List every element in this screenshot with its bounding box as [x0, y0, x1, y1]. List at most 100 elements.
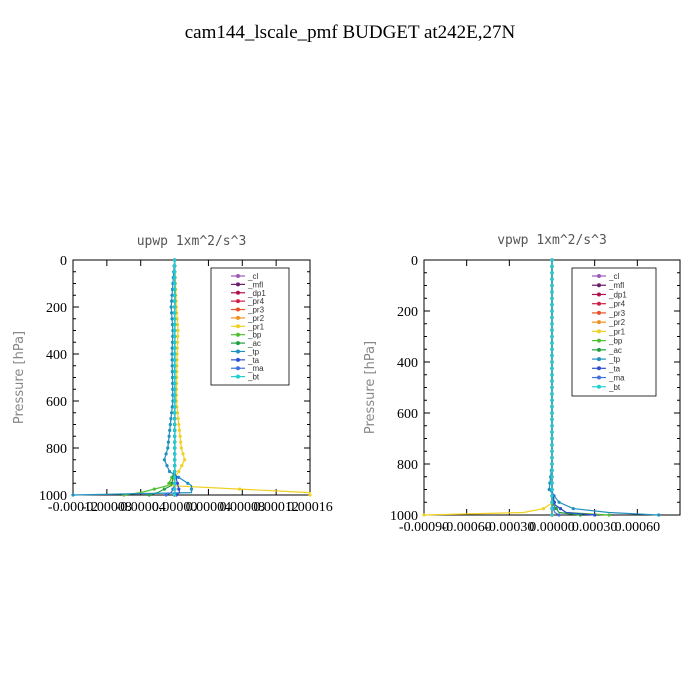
legend-label: _pr4 [247, 297, 265, 306]
y-tick-label: 600 [397, 407, 418, 422]
series-point-tp [170, 293, 174, 297]
series-point-tp [170, 311, 174, 315]
series-point-ac [147, 493, 151, 497]
series-point-bt [550, 417, 554, 421]
x-tick-label: -0.00012 [48, 500, 98, 515]
series-point-pr1 [238, 487, 242, 491]
series-point-pr1 [422, 513, 426, 517]
series-point-bt [173, 464, 177, 468]
series-point-tp [167, 434, 171, 438]
legend-label: _bp [247, 331, 262, 340]
legend-marker [236, 332, 240, 337]
series-point-bt [173, 258, 177, 262]
series-point-bt [550, 462, 554, 466]
series-point-bt [550, 258, 554, 262]
series-point-pr1 [183, 458, 187, 462]
series-point-tp [166, 440, 170, 444]
series-point-bt [173, 364, 177, 368]
series-point-tp [71, 493, 75, 497]
series-point-bt [550, 475, 554, 479]
legend-label: _ac [247, 339, 261, 348]
series-point-bt [173, 434, 177, 438]
series-point-tp [170, 346, 174, 350]
series-point-bt [550, 513, 554, 517]
legend-marker [236, 307, 240, 312]
series-point-bt [173, 399, 177, 403]
legend-label: _dp1 [608, 290, 627, 299]
series-point-pr1 [175, 346, 179, 350]
series-point-pr1 [177, 428, 181, 432]
legend-marker [236, 341, 240, 346]
x-tick-label: 0.00016 [287, 500, 333, 515]
legend-marker [597, 320, 601, 325]
series-point-tp [169, 417, 173, 421]
series-point-pr1 [175, 358, 179, 362]
legend-marker [597, 301, 601, 306]
series-point-bt [550, 347, 554, 351]
legend-marker [236, 290, 240, 295]
series-point-bt [173, 375, 177, 380]
legend-label: _pr1 [608, 327, 626, 336]
series-point-bt [550, 392, 554, 396]
series-point-bt [173, 446, 177, 450]
series-point-pr1 [175, 352, 179, 356]
series-point-bt [550, 379, 554, 383]
series-point-pr1 [175, 340, 180, 344]
series-point-bt [173, 270, 177, 274]
x-tick-label: -0.00060 [442, 520, 492, 535]
series-point-bt [550, 322, 554, 326]
series-point-bt [550, 456, 554, 460]
y-tick-label: 400 [46, 348, 67, 363]
series-point-tp [170, 299, 174, 303]
series-point-bt [173, 452, 177, 456]
legend-label: _mfl [608, 281, 624, 290]
y-tick-label: 800 [46, 442, 67, 457]
series-point-ac [162, 487, 166, 491]
legend-label: _pr2 [608, 318, 626, 327]
series-point-bt [173, 428, 177, 432]
legend-marker [236, 324, 240, 329]
series-point-ma [164, 493, 168, 497]
x-tick-label: -0.00090 [399, 520, 449, 535]
series-point-tp [170, 352, 174, 356]
series-point-tp [170, 411, 174, 415]
y-tick-label: 600 [46, 395, 67, 410]
series-point-bt [550, 264, 554, 268]
series-point-ta [593, 513, 597, 517]
series-point-bt [173, 370, 177, 374]
y-tick-label: 1000 [390, 509, 418, 524]
series-point-bt [173, 358, 177, 362]
series-point-bt [173, 281, 177, 286]
series-point-bt [550, 277, 554, 281]
series-point-bt [550, 424, 554, 428]
series-point-bt [173, 340, 177, 344]
series-point-tp [166, 446, 170, 450]
series-point-bt [173, 276, 177, 280]
series-point-ta [558, 507, 563, 511]
legend-marker [236, 315, 240, 320]
plot-title: upwp 1xm^2/s^3 [137, 234, 247, 249]
legend-marker [597, 292, 601, 297]
series-point-bt [550, 443, 554, 447]
series-line-pr1 [423, 260, 555, 516]
legend-marker [597, 357, 601, 362]
series-point-bt [173, 381, 177, 385]
legend-marker [597, 347, 601, 352]
legend-box [571, 267, 657, 397]
series-point-bt [550, 398, 554, 402]
series-point-bt [550, 430, 554, 434]
series-line-bp [123, 260, 176, 496]
legend-marker [236, 374, 240, 379]
series-point-bt [173, 305, 177, 309]
series-point-tp [170, 358, 174, 362]
legend-label: _pr1 [247, 322, 265, 331]
plot-title: vpwp 1xm^2/s^3 [497, 233, 607, 248]
series-point-bt [173, 481, 177, 485]
series-point-bt [550, 500, 554, 504]
series-point-bt [173, 352, 177, 356]
series-point-bp [152, 487, 156, 491]
legend-marker [597, 329, 601, 334]
series-point-tp [170, 370, 174, 374]
legend-marker [597, 283, 601, 288]
legend-marker [597, 366, 601, 371]
